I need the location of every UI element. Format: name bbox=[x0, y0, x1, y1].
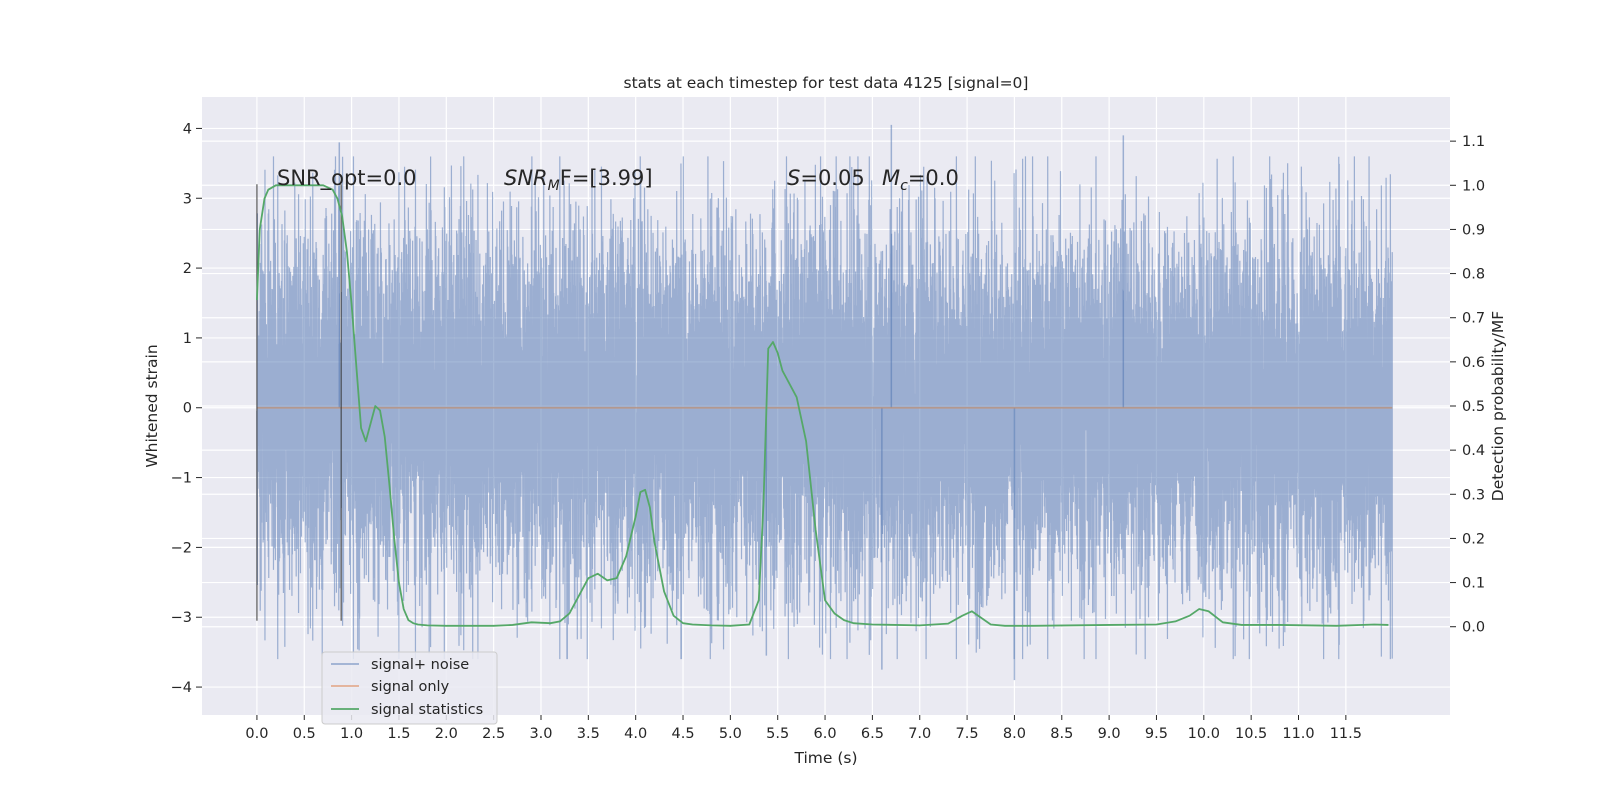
y-tick-label: −3 bbox=[171, 610, 192, 626]
x-tick-label: 5.5 bbox=[766, 726, 789, 742]
y2-tick-label: 0.4 bbox=[1462, 443, 1485, 459]
snr-mf-tail: F=[3.99] bbox=[560, 166, 653, 190]
legend: signal+ noise signal only signal statist… bbox=[321, 651, 498, 725]
series-signal-statistics bbox=[256, 184, 1389, 627]
snr-mf-base: SNR bbox=[504, 166, 548, 190]
y2-tick-label: 0.1 bbox=[1462, 576, 1485, 592]
legend-label-signal-only: signal only bbox=[371, 679, 450, 695]
snr-mf-sub: M bbox=[548, 178, 560, 194]
y2-tick-label: 0.9 bbox=[1462, 222, 1485, 238]
y2-tick-label: 0.2 bbox=[1462, 531, 1485, 547]
x-tick-label: 6.5 bbox=[861, 726, 884, 742]
x-tick-label: 3.0 bbox=[529, 726, 552, 742]
mc-value: =0.0 bbox=[908, 166, 959, 190]
x-tick-label: 10.5 bbox=[1235, 726, 1267, 742]
y-tick-label: 4 bbox=[183, 121, 192, 137]
y2-tick-label: 1.1 bbox=[1462, 134, 1485, 150]
annotation-mc: Mc=0.0 bbox=[882, 166, 959, 194]
x-axis-label: Time (s) bbox=[793, 749, 857, 767]
y-tick-label: 3 bbox=[183, 191, 192, 207]
y2-tick-label: 0.6 bbox=[1462, 355, 1485, 371]
signal-statistics-line bbox=[256, 184, 1389, 627]
x-tick-label: 11.5 bbox=[1330, 726, 1362, 742]
x-tick-label: 8.5 bbox=[1050, 726, 1073, 742]
x-tick-label: 1.0 bbox=[340, 726, 363, 742]
legend-box bbox=[321, 651, 498, 725]
y2-tick-label: 0.3 bbox=[1462, 487, 1485, 503]
x-tick-label: 1.5 bbox=[387, 726, 410, 742]
x-tick-label: 0.0 bbox=[245, 726, 268, 742]
y-axis-label: Whitened strain bbox=[143, 344, 161, 467]
y2-tick-label: 0.0 bbox=[1462, 620, 1485, 636]
x-tick-label: 8.0 bbox=[1003, 726, 1026, 742]
x-axis-ticks: 0.0 0.5 1.0 1.5 2.0 2.5 3.0 3.5 4.0 4.5 5.0 5.5 6.0 6… bbox=[245, 715, 1362, 742]
y2-tick-label: 0.8 bbox=[1462, 267, 1485, 283]
legend-label-signal-statistics: signal statistics bbox=[371, 702, 483, 718]
x-tick-label: 6.0 bbox=[814, 726, 837, 742]
y-tick-label: 2 bbox=[183, 261, 192, 277]
x-tick-label: 11.0 bbox=[1282, 726, 1314, 742]
x-tick-label: 0.5 bbox=[293, 726, 316, 742]
x-tick-label: 4.0 bbox=[624, 726, 647, 742]
y2-axis-label: Detection probability/MF bbox=[1489, 311, 1507, 502]
y-tick-label: −4 bbox=[171, 680, 192, 696]
x-tick-label: 4.5 bbox=[671, 726, 694, 742]
y-tick-label: −2 bbox=[171, 540, 192, 556]
y2-axis-ticks: 0.0 0.1 0.2 0.3 0.4 0.5 0.6 0.7 0.8 0.9 1.0 1.1 bbox=[1450, 134, 1485, 636]
x-tick-label: 3.5 bbox=[577, 726, 600, 742]
x-tick-label: 2.0 bbox=[435, 726, 458, 742]
legend-label-signal-noise: signal+ noise bbox=[371, 657, 469, 673]
x-tick-label: 2.5 bbox=[482, 726, 505, 742]
x-tick-label: 7.5 bbox=[956, 726, 979, 742]
mc-sub: c bbox=[900, 178, 908, 194]
signal-noise-line bbox=[256, 156, 1393, 660]
chart-title: stats at each timestep for test data 412… bbox=[624, 74, 1029, 92]
vertical-markers bbox=[256, 184, 342, 621]
x-tick-label: 10.0 bbox=[1188, 726, 1220, 742]
x-tick-label: 9.0 bbox=[1098, 726, 1121, 742]
annotation-snr-mf: SNRMF=[3.99] bbox=[504, 166, 653, 194]
x-tick-label: 5.0 bbox=[719, 726, 742, 742]
s-var: S bbox=[787, 166, 800, 190]
y-axis-ticks: −4 −3 −2 −1 0 1 2 3 4 bbox=[171, 121, 202, 696]
series-signal-noise bbox=[256, 124, 1393, 681]
y-tick-label: 1 bbox=[183, 331, 192, 347]
s-value: =0.05 bbox=[800, 166, 864, 190]
annotation-snr-opt: SNR_opt=0.0 bbox=[277, 166, 417, 191]
mc-var: M bbox=[882, 166, 900, 190]
y2-tick-label: 0.5 bbox=[1462, 399, 1485, 415]
y2-tick-label: 1.0 bbox=[1462, 178, 1485, 194]
annotation-s: S=0.05 bbox=[787, 166, 865, 190]
x-tick-label: 7.0 bbox=[908, 726, 931, 742]
y-tick-label: −1 bbox=[171, 471, 192, 487]
x-tick-label: 9.5 bbox=[1145, 726, 1168, 742]
y-tick-label: 0 bbox=[183, 401, 192, 417]
y2-tick-label: 0.7 bbox=[1462, 311, 1485, 327]
